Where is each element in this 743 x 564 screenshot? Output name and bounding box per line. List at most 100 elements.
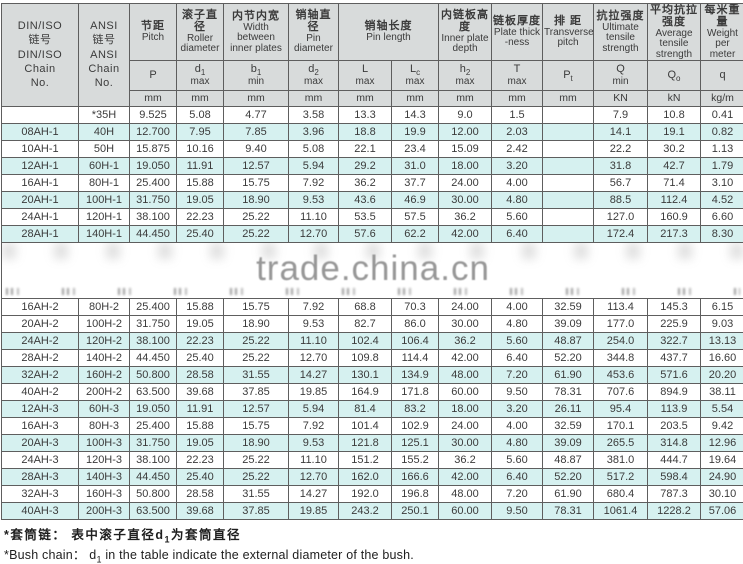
value-cell [542,224,594,243]
value-cell: 31.0 [391,156,439,175]
value-cell: 113.9 [647,399,701,418]
value-cell: 12.96 [700,433,743,452]
value-cell: 3.58 [288,105,339,124]
value-cell: 88.5 [593,190,648,209]
value-cell: 57.06 [700,501,743,520]
value-cell: 1.13 [700,139,743,158]
value-cell: 30.00 [438,314,492,333]
value-cell: 192.0 [338,484,392,503]
unit-cell: mm [176,89,224,107]
value-cell: 23.4 [391,139,439,158]
value-cell: 13.13 [700,331,743,350]
value-cell: 171.8 [391,382,439,401]
din-iso-chain-no: 12AH-1 [1,156,79,175]
value-cell: 38.100 [129,450,177,469]
value-cell: 5.60 [491,207,543,226]
unit-cell: mm [391,89,439,107]
value-cell: 5.08 [176,105,224,124]
unit-cell: mm [438,89,492,107]
value-cell: 19.05 [176,433,224,452]
value-cell: 36.2 [438,331,492,350]
value-cell: 145.3 [647,297,701,316]
footnote-en-text: *Bush chain： d [4,547,97,562]
value-cell: 61.90 [542,484,594,503]
value-cell: 36.2 [438,450,492,469]
table-row: 28AH-2 140H-2 44.450 25.40 25.22 12.70 109.8 11… [1,348,743,367]
value-cell: 113.4 [593,297,648,316]
din-iso-chain-no: 32AH-2 [1,365,79,384]
ansi-chain-no: 120H-3 [78,450,130,469]
table-row: 32AH-2 160H-2 50.800 28.58 31.55 14.27 130.1 13… [1,365,743,384]
value-cell: 12.70 [288,224,339,243]
value-cell: 3.20 [491,156,543,175]
value-cell: 109.8 [338,348,392,367]
value-cell: 9.40 [223,139,289,158]
value-cell: 24.00 [438,297,492,316]
value-cell: 14.27 [288,365,339,384]
header-ansi-chain-no: ANSI 链号 ANSI Chain No. [78,3,130,107]
value-cell: 177.0 [593,314,648,333]
value-cell: 170.1 [593,416,648,435]
value-cell: 48.00 [438,365,492,384]
footnote-en: *Bush chain： d1 in the table indicate th… [4,544,739,564]
value-cell: 250.1 [391,501,439,520]
col-header-1: 滚子直径 Roller diameter [176,3,224,61]
value-cell [542,207,594,226]
value-cell: 151.2 [338,450,392,469]
value-cell: 25.400 [129,297,177,316]
value-cell: 243.2 [338,501,392,520]
ansi-chain-no: 40H [78,122,130,141]
value-cell: 5.94 [288,399,339,418]
value-cell: 43.6 [338,190,392,209]
value-cell: 36.2 [338,173,392,192]
table-row: 10AH-1 50H 15.875 10.16 9.40 5.08 22.1 23.4 15.0… [1,139,743,158]
unit-cell: kg/m [700,89,743,107]
ansi-chain-no: 120H-1 [78,207,130,226]
value-cell: 787.3 [647,484,701,503]
unit-cell: mm [288,89,339,107]
value-cell: 7.92 [288,297,339,316]
value-cell: 24.90 [700,467,743,486]
value-cell: 20.20 [700,365,743,384]
value-cell: 14.27 [288,484,339,503]
value-cell: 22.23 [176,207,224,226]
value-cell: 48.87 [542,450,594,469]
unit-cell: mm [542,89,594,107]
ansi-chain-no: 50H [78,139,130,158]
value-cell: 9.53 [288,314,339,333]
value-cell [542,173,594,192]
value-cell: 1061.4 [593,501,648,520]
value-cell: 60.00 [438,501,492,520]
footnote-zh: *套筒链： 表中滚子直径d1为套筒直径 [4,524,739,544]
unit-cell: mm [129,89,177,107]
ansi-chain-no: 60H-1 [78,156,130,175]
symbol-Qo: Qo [647,59,701,91]
value-cell: 155.2 [391,450,439,469]
value-cell: 15.09 [438,139,492,158]
value-cell: 60.00 [438,382,492,401]
blur-smudge-top [2,243,743,259]
value-cell: 7.95 [176,122,224,141]
ansi-chain-no: 80H-3 [78,416,130,435]
value-cell: 13.3 [338,105,392,124]
value-cell: 102.4 [338,331,392,350]
value-cell: 7.92 [288,416,339,435]
value-cell: 24.00 [438,416,492,435]
value-cell: 48.00 [438,484,492,503]
watermark-band: trade.china.cn [1,241,743,299]
value-cell: 444.7 [647,450,701,469]
value-cell: 0.41 [700,105,743,124]
value-cell: 106.4 [391,331,439,350]
value-cell: 4.77 [223,105,289,124]
footnote-zh-text: *套筒链： 表中滚子直径d [4,527,165,542]
value-cell: 4.52 [700,190,743,209]
value-cell: 44.450 [129,348,177,367]
value-cell: 6.40 [491,224,543,243]
value-cell: 25.22 [223,450,289,469]
value-cell: 25.400 [129,416,177,435]
value-cell: 125.1 [391,433,439,452]
value-cell: 4.80 [491,190,543,209]
value-cell: 15.875 [129,139,177,158]
value-cell: 46.9 [391,190,439,209]
